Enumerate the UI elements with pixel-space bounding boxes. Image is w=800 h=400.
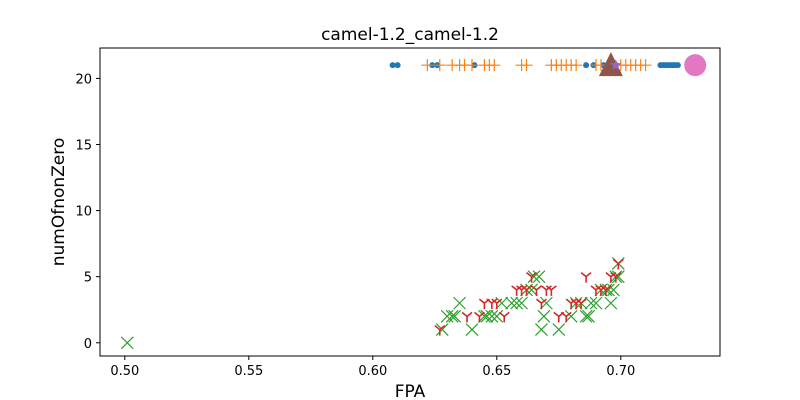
data-point xyxy=(564,309,578,323)
y-axis: 0 5 10 15 20 xyxy=(75,72,100,352)
data-point xyxy=(490,309,504,323)
x-axis-label: FPA xyxy=(395,382,426,400)
x-tick-label: 0.70 xyxy=(606,364,635,379)
data-point xyxy=(552,323,566,336)
data-point xyxy=(473,311,485,323)
data-point xyxy=(532,270,546,284)
data-point xyxy=(606,283,620,297)
data-point xyxy=(584,296,598,310)
data-point xyxy=(598,52,623,77)
y-tick-label: 15 xyxy=(75,138,92,153)
data-point xyxy=(495,296,509,310)
y-axis-label: numOfnonZero xyxy=(49,138,69,267)
data-point xyxy=(515,296,529,310)
data-point xyxy=(539,296,553,310)
data-point xyxy=(674,62,681,69)
data-point xyxy=(582,309,595,323)
data-point xyxy=(525,283,538,297)
data-point xyxy=(434,324,446,336)
data-point xyxy=(612,258,624,270)
data-point xyxy=(445,309,459,323)
data-point xyxy=(600,285,612,296)
data-point xyxy=(610,272,622,283)
data-point xyxy=(521,285,533,296)
x-tick-label: 0.60 xyxy=(358,364,387,379)
data-point xyxy=(527,270,541,284)
x-tick-label: 0.55 xyxy=(234,364,263,379)
data-point xyxy=(526,272,538,283)
data-point xyxy=(639,59,652,72)
x-axis: 0.50 0.55 0.60 0.65 0.70 xyxy=(110,356,635,379)
data-point xyxy=(389,62,396,69)
data-point xyxy=(589,296,603,310)
data-point xyxy=(435,323,449,336)
data-point xyxy=(583,62,590,69)
x-tick-label: 0.65 xyxy=(482,364,511,379)
chart-title: camel-1.2_camel-1.2 xyxy=(321,25,499,45)
data-point xyxy=(610,59,622,70)
data-point xyxy=(520,59,533,72)
data-point xyxy=(560,311,572,323)
data-point xyxy=(575,298,587,310)
data-point xyxy=(433,59,446,72)
data-point xyxy=(505,296,519,310)
data-point xyxy=(684,54,707,77)
data-point xyxy=(611,270,625,284)
data-point xyxy=(421,59,434,72)
data-point xyxy=(545,285,557,296)
y-tick-label: 20 xyxy=(75,72,92,87)
data-point xyxy=(480,309,494,323)
data-point xyxy=(535,298,547,310)
data-point xyxy=(580,272,592,283)
y-tick-label: 10 xyxy=(75,205,92,220)
data-point xyxy=(530,285,542,296)
data-point xyxy=(570,59,583,72)
y-tick-label: 0 xyxy=(84,337,92,352)
data-point xyxy=(394,62,401,69)
data-point xyxy=(485,309,499,323)
data-point xyxy=(448,309,462,323)
data-point xyxy=(465,323,479,336)
data-point xyxy=(604,296,618,310)
data-point xyxy=(488,59,501,72)
x-tick-label: 0.50 xyxy=(110,364,139,379)
data-point xyxy=(601,283,615,297)
data-point xyxy=(498,311,510,323)
data-point xyxy=(510,296,524,310)
data-point xyxy=(461,311,473,323)
plot-frame xyxy=(99,47,721,357)
data-point xyxy=(120,336,134,350)
data-point xyxy=(535,323,548,336)
y-tick-label: 5 xyxy=(84,271,92,286)
data-point xyxy=(466,59,478,72)
data-point xyxy=(537,309,551,323)
data-point xyxy=(453,296,467,310)
data-point xyxy=(491,298,503,310)
plot-marks xyxy=(120,52,707,350)
data-point xyxy=(579,309,593,323)
